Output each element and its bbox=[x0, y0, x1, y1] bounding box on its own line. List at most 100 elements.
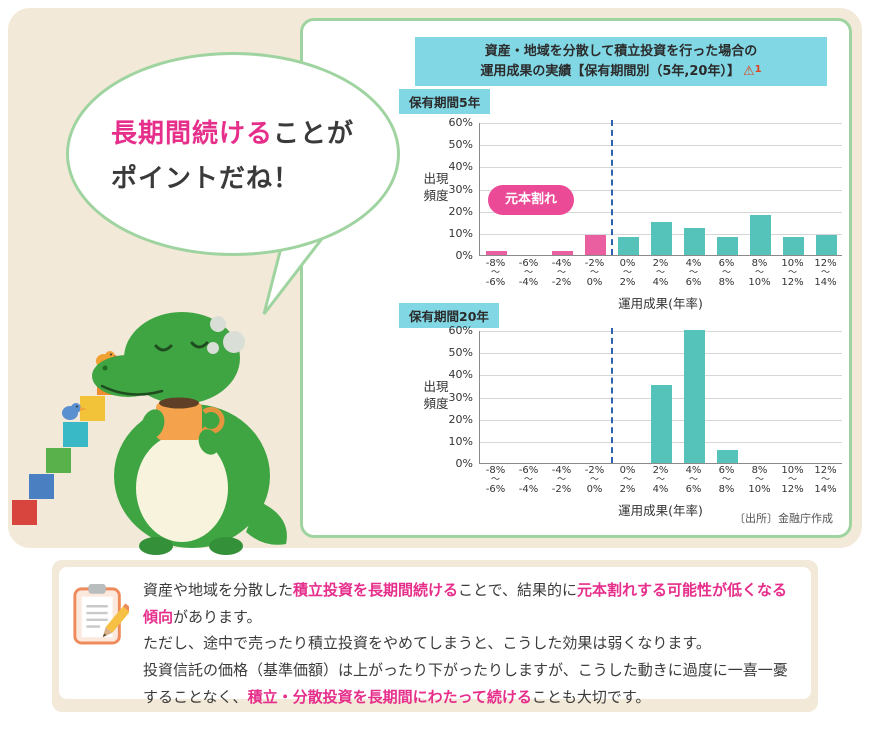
y-tick-label: 40% bbox=[448, 368, 473, 382]
gridline bbox=[480, 145, 842, 147]
y-tick-label: 30% bbox=[448, 390, 473, 404]
y-tick-label: 20% bbox=[448, 204, 473, 218]
period-label-5yr: 保有期間5年 bbox=[399, 89, 491, 114]
note-paragraph: 投資信託の価格（基準価額）は上がったり下がったりしますが、こうした動きに過度に一… bbox=[143, 657, 795, 710]
source-note: 〔出所〕金融庁作成 bbox=[734, 512, 833, 525]
note-highlight: 元本割れする可能性が低くなる傾向 bbox=[143, 581, 787, 626]
x-tick-label: 10% ～ 12% bbox=[781, 465, 804, 496]
x-tick-label: 4% ～ 6% bbox=[685, 258, 702, 289]
x-axis-ticks-5yr: -8% ～ -6% -6% ～ -4% -4% ～ -2% -2% ～ 0% 0% ～ 2% 2% ～ 4% 4% ～… bbox=[479, 258, 842, 289]
bar-6%~8% bbox=[717, 237, 738, 255]
y-axis-title-5yr: 出現頻度 bbox=[423, 171, 449, 203]
warning-footnote-number: 1 bbox=[754, 63, 762, 75]
y-tick-label: 60% bbox=[448, 324, 473, 337]
y-axis-title-20yr: 出現頻度 bbox=[423, 379, 449, 411]
bar-4%~6% bbox=[684, 330, 705, 463]
chart-5yr: 保有期間5年 出現頻度 60% 50% 40% 30% 20% 10% 0% 元本割れ -8… bbox=[303, 21, 849, 535]
chart-title-line2: 運用成果の実績【保有期間別（5年,20年）】 bbox=[480, 63, 740, 79]
stair-blocks bbox=[12, 370, 122, 525]
note-section: 資産や地域を分散した積立投資を長期間続けることで、結果的に元本割れする可能性が低… bbox=[52, 560, 818, 712]
x-tick-label: -6% ～ -4% bbox=[518, 465, 539, 496]
x-tick-label: 10% ～ 12% bbox=[781, 258, 804, 289]
x-tick-label: 0% ～ 2% bbox=[619, 465, 636, 496]
y-tick-label: 0% bbox=[455, 249, 473, 262]
period-label-20yr: 保有期間20年 bbox=[399, 303, 499, 328]
bar--4%~-2% bbox=[552, 250, 573, 255]
x-tick-label: 2% ～ 4% bbox=[652, 465, 669, 496]
plot-area-20yr bbox=[479, 328, 842, 464]
note-text: 資産や地域を分散した積立投資を長期間続けることで、結果的に元本割れする可能性が低… bbox=[143, 577, 795, 710]
croc-body bbox=[92, 312, 287, 555]
gridline bbox=[480, 189, 842, 191]
x-tick-label: 12% ～ 14% bbox=[814, 258, 837, 289]
y-tick-label: 60% bbox=[448, 116, 473, 129]
gridline bbox=[480, 353, 842, 355]
bar-0%~2% bbox=[618, 237, 639, 255]
bar--8%~-6% bbox=[486, 250, 507, 255]
y-tick-label: 50% bbox=[448, 138, 473, 152]
coffee-cup-icon bbox=[141, 397, 225, 455]
x-tick-label: -8% ～ -6% bbox=[485, 465, 506, 496]
note-paragraph: ただし、途中で売ったり積立投資をやめてしまうと、こうした効果は弱くなります。 bbox=[143, 630, 795, 657]
gridline bbox=[480, 331, 842, 332]
zero-boundary-line bbox=[611, 120, 613, 255]
note-text-segment: 投資信託の価格（基準価額）は上がったり下がったりしますが、こうした動きに過度に一… bbox=[143, 661, 788, 706]
steam-icon bbox=[207, 316, 245, 354]
x-tick-label: -2% ～ 0% bbox=[584, 465, 605, 496]
speech-bubble: 長期間続けることが ポイントだね！ bbox=[66, 52, 400, 256]
gridline bbox=[480, 123, 842, 124]
note-text-segment: ことも大切です。 bbox=[531, 687, 651, 706]
chart-20yr: 保有期間20年 出現頻度 60% 50% 40% 30% 20% 10% 0% -8% ～ -6… bbox=[303, 21, 849, 535]
bird-blue-icon bbox=[62, 403, 87, 420]
pencil-icon bbox=[102, 603, 129, 638]
bubble-line-1: 長期間続けることが bbox=[111, 113, 354, 150]
bar-2%~4% bbox=[651, 385, 672, 463]
memo-icon bbox=[73, 584, 129, 645]
bar-2%~4% bbox=[651, 221, 672, 255]
top-section: 長期間続けることが ポイントだね！ bbox=[8, 8, 862, 555]
bubble-text: ことが bbox=[273, 119, 355, 149]
x-axis-title-5yr: 運用成果(年率) bbox=[618, 296, 703, 311]
x-tick-label: -6% ～ -4% bbox=[518, 258, 539, 289]
warning-icon: ⚠ bbox=[742, 63, 755, 79]
gridline bbox=[480, 375, 842, 377]
bar-10%~12% bbox=[783, 237, 804, 255]
note-highlight: 積立投資を長期間続ける bbox=[293, 581, 459, 599]
bar-4%~6% bbox=[684, 228, 705, 255]
note-text-segment: 資産や地域を分散した bbox=[143, 581, 294, 599]
y-tick-label: 50% bbox=[448, 346, 473, 360]
bar-6%~8% bbox=[717, 449, 738, 463]
x-tick-label: 8% ～ 10% bbox=[748, 465, 771, 496]
x-axis-ticks-20yr: -8% ～ -6% -6% ～ -4% -4% ～ -2% -2% ～ 0% 0% ～ 2% 2% ～ 4% 4% ～… bbox=[479, 465, 842, 496]
chart-title-line1: 資産・地域を分散して積立投資を行った場合の bbox=[484, 44, 758, 59]
y-tick-label: 0% bbox=[455, 457, 473, 470]
x-tick-label: 0% ～ 2% bbox=[619, 258, 636, 289]
note-text-segment: があります。 bbox=[173, 607, 262, 626]
x-tick-label: -2% ～ 0% bbox=[584, 258, 605, 289]
x-tick-label: 6% ～ 8% bbox=[718, 258, 735, 289]
x-axis-title-20yr: 運用成果(年率) bbox=[618, 503, 703, 518]
note-highlight: 積立・分散投資を長期間にわたって続ける bbox=[247, 687, 532, 706]
bar-12%~14% bbox=[816, 235, 837, 255]
x-tick-label: 4% ～ 6% bbox=[685, 465, 702, 496]
bar--2%~0% bbox=[585, 235, 606, 255]
y-tick-label: 30% bbox=[448, 182, 473, 196]
note-text-segment: ただし、途中で売ったり積立投資をやめてしまうと、こうした効果は弱くなります。 bbox=[143, 634, 711, 653]
y-tick-label: 10% bbox=[448, 434, 473, 448]
y-tick-label: 40% bbox=[448, 160, 473, 174]
x-tick-label: 12% ～ 14% bbox=[814, 465, 837, 496]
crocodile-illustration bbox=[12, 312, 287, 555]
x-tick-label: -4% ～ -2% bbox=[551, 465, 572, 496]
bar-8%~10% bbox=[750, 215, 771, 255]
note-paragraph: 資産や地域を分散した積立投資を長期間続けることで、結果的に元本割れする可能性が低… bbox=[143, 577, 795, 630]
gridline bbox=[480, 211, 842, 213]
gridline bbox=[480, 167, 842, 169]
x-tick-label: -4% ～ -2% bbox=[551, 258, 572, 289]
plot-area-5yr: 元本割れ bbox=[479, 120, 842, 256]
bubble-highlight-text: 長期間続ける bbox=[111, 119, 274, 149]
x-tick-label: -8% ～ -6% bbox=[485, 258, 506, 289]
bubble-line-2: ポイントだね！ bbox=[111, 164, 301, 194]
zero-boundary-line bbox=[611, 328, 613, 463]
note-text-segment: ことで、結果的に bbox=[458, 581, 577, 599]
x-tick-label: 8% ～ 10% bbox=[748, 258, 771, 289]
